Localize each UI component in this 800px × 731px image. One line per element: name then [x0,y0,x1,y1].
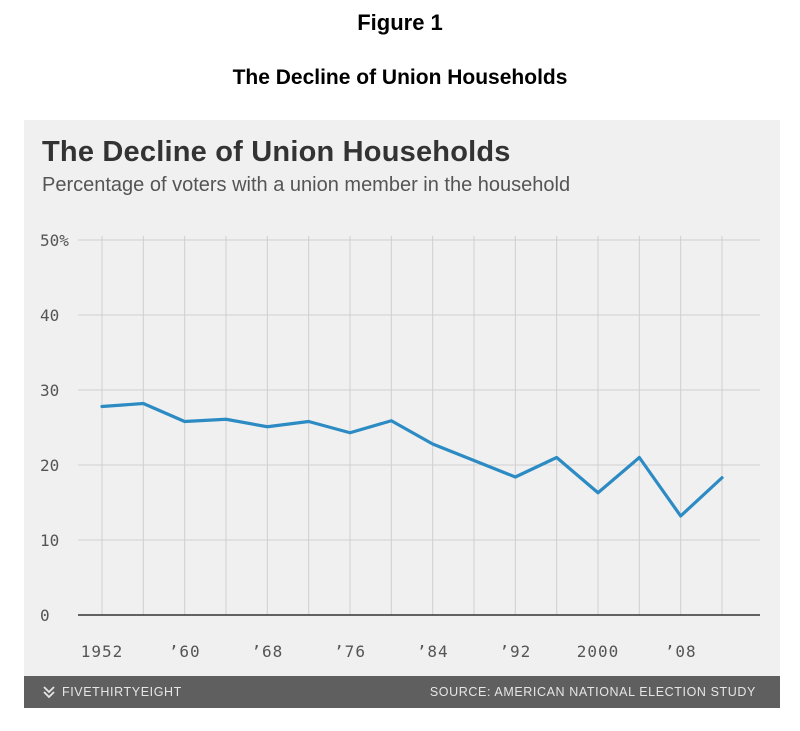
gridlines [78,236,760,615]
y-tick-label: 40 [40,306,59,325]
y-tick-label: 20 [40,456,59,475]
fivethirtyeight-logo-icon [43,686,55,699]
y-tick-label: 10 [40,531,59,550]
document-title: The Decline of Union Households [232,66,568,89]
footer-bar: FIVETHIRTYEIGHT SOURCE: AMERICAN NATIONA… [24,676,780,708]
chart-panel: The Decline of Union Households Percenta… [24,120,780,708]
line-chart: 0 10 20 30 40 50% 1952 ’60 ’68 ’76 ’84 ’92 2000 ’08 [40,231,760,661]
axes: 0 10 20 30 40 50% 1952 ’60 ’68 ’76 ’84 ’92 2000 ’08 [40,231,760,661]
series-line [100,401,724,518]
brand: FIVETHIRTYEIGHT [42,676,182,708]
series-layer [100,401,724,518]
x-tick-label: 2000 [577,642,620,661]
x-tick-label: ’76 [334,642,366,661]
x-tick-label: 1952 [81,642,124,661]
x-tick-label: ’60 [169,642,201,661]
chart-title: The Decline of Union Households [42,136,511,168]
y-tick-label: 0 [40,606,50,625]
chart-subtitle: Percentage of voters with a union member… [42,174,571,196]
x-tick-label: ’68 [251,642,283,661]
y-tick-label: 50% [40,231,69,250]
brand-name: FIVETHIRTYEIGHT [62,685,182,699]
x-tick-label: ’92 [499,642,531,661]
x-tick-label: ’84 [417,642,449,661]
source-credit: SOURCE: AMERICAN NATIONAL ELECTION STUDY [429,685,756,699]
figure-label: Figure 1 [357,10,443,35]
y-tick-label: 30 [40,381,59,400]
x-tick-label: ’08 [665,642,697,661]
